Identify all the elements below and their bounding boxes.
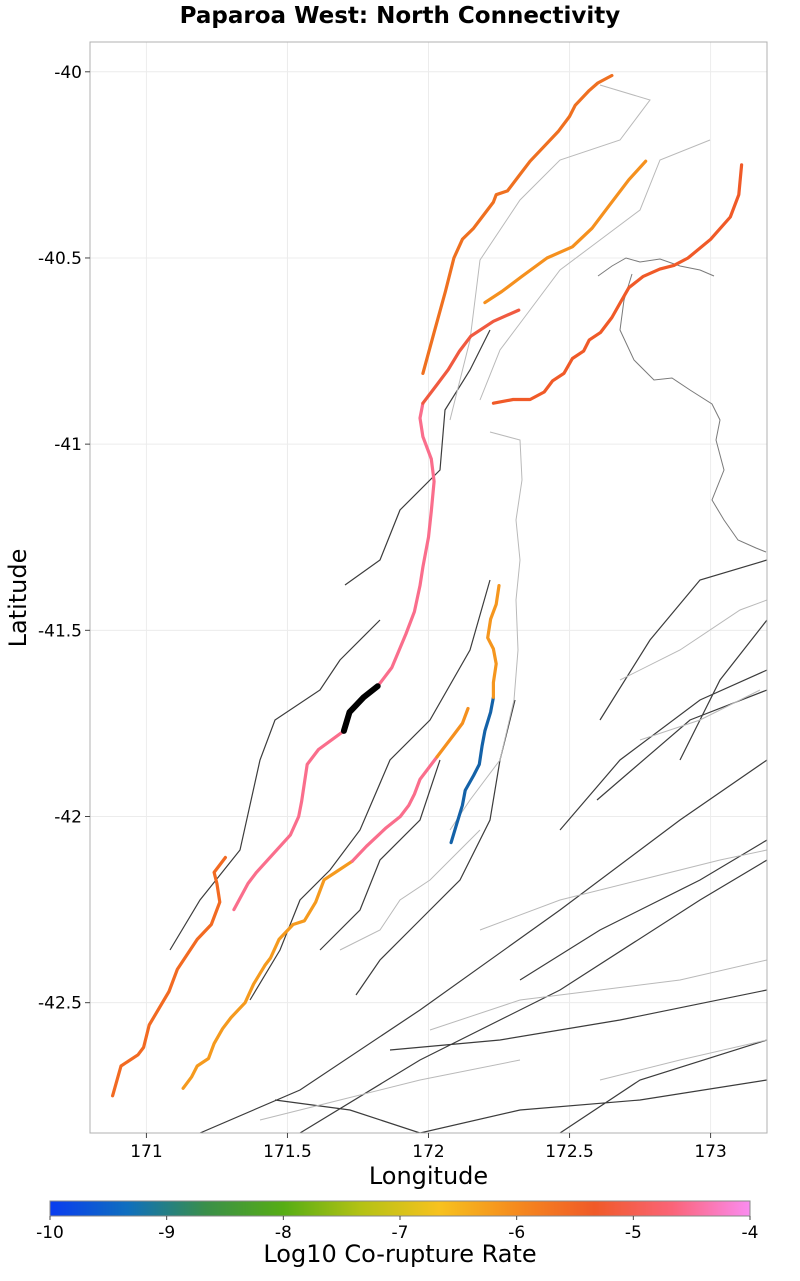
rupture-section-section-H [181,859,354,1090]
coastline [597,257,767,553]
colorbar-tick-label: -8 [275,1223,292,1243]
rupture-section-section-L [486,583,501,699]
rupture-section-section-I [350,755,439,863]
colorbar-label: Log10 Co-rupture Rate [263,1240,537,1268]
rupture-section-section-C [376,401,436,688]
colorbar-tick-label: -4 [742,1223,759,1243]
y-tick-label: -42 [54,807,82,827]
source-section [340,683,381,734]
colorbar-tick-label: -10 [36,1223,64,1243]
x-axis-label: Longitude [368,1162,489,1190]
rupture-section-section-A [110,855,227,1098]
background-faults [169,84,767,1133]
rupture-section-section-D [421,308,521,405]
y-tick-label: -41 [54,435,82,455]
colorbar: -10 -9 -8 -7 -6 -5 -4 [36,1200,759,1243]
x-tick-label: 173 [694,1142,726,1162]
y-tick-label: -40 [54,63,82,83]
rupture-section-section-K [449,695,495,845]
rupture-section-section-G [491,163,744,405]
x-tick-label: 171 [130,1142,162,1162]
x-tick-label: 172 [412,1142,444,1162]
colorbar-tick-label: -7 [392,1223,409,1243]
y-tick-label: -42.5 [38,994,82,1014]
colorbar-tick-label: -6 [508,1223,525,1243]
background-fault-lines [169,329,767,1133]
x-tick-label: 171.5 [263,1142,312,1162]
grid [90,42,767,1133]
rupture-section-section-J [435,706,470,759]
rupture-sections [110,73,744,1098]
colorbar-tick-label: -9 [158,1223,175,1243]
rupture-section-section-F [483,159,648,305]
colorbar-tick-label: -5 [625,1223,642,1243]
y-tick-label: -40.5 [38,249,82,269]
rupture-section-section-B [232,729,346,912]
colorbar-gradient [49,1200,751,1217]
axes: 171 171.5 172 172.5 173 -40 -40.5 -41 -41.5 -42 -4… [38,63,727,1162]
x-tick-label: 172.5 [545,1142,594,1162]
y-tick-label: -41.5 [38,621,82,641]
background-fault-lines-light [259,84,767,1121]
rupture-section-section-E [421,73,614,375]
chart-title: Paparoa West: North Connectivity [179,3,621,29]
